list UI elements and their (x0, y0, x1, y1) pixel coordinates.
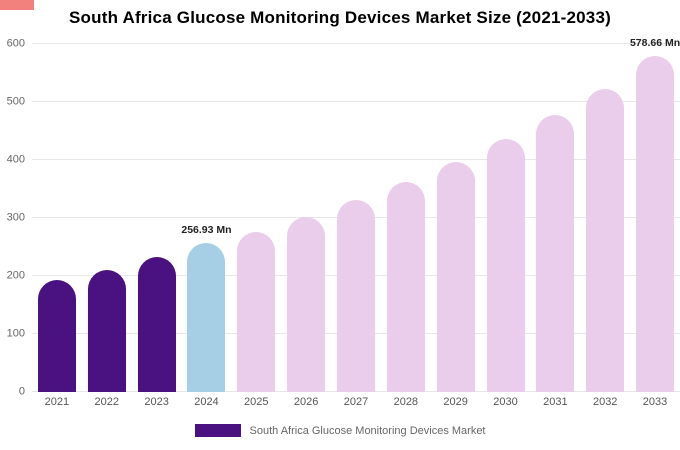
bar-column-2027 (331, 44, 381, 392)
y-tick-label: 500 (6, 95, 25, 108)
bar-column-2028 (381, 44, 431, 392)
bar-value-label-2024: 256.93 Mn (181, 223, 232, 236)
bar-2023 (137, 257, 176, 392)
bar-2026 (287, 216, 326, 392)
bar-column-2025 (231, 44, 281, 392)
bar-column-2026 (281, 44, 331, 392)
gridline (32, 43, 680, 44)
chart-title: South Africa Glucose Monitoring Devices … (69, 8, 611, 27)
gridline (32, 101, 680, 102)
bar-2033 (636, 56, 675, 392)
y-tick-label: 400 (6, 153, 25, 166)
x-tick-label-2033: 2033 (642, 396, 668, 408)
bar-column-2024: 256.93 Mn (181, 44, 232, 392)
bar-2025 (237, 231, 276, 392)
bar-value-label-2033: 578.66 Mn (629, 37, 680, 50)
x-tick-label-2022: 2022 (94, 396, 119, 408)
corner-accent-bar (0, 0, 34, 10)
bar-2029 (436, 161, 475, 392)
gridline (32, 159, 680, 160)
bar-column-2030 (481, 44, 531, 392)
x-tick-label-2029: 2029 (443, 396, 468, 408)
plot-area: 256.93 Mn 578.66 Mn (32, 37, 680, 392)
bar-column-2022 (82, 44, 132, 392)
bar-2032 (586, 88, 625, 392)
legend-label: South Africa Glucose Monitoring Devices … (249, 424, 486, 437)
y-tick-label: 300 (6, 211, 25, 224)
x-tick-label-2028: 2028 (393, 396, 419, 408)
bar-2028 (386, 182, 425, 392)
bar-2030 (486, 139, 525, 392)
bar-column-2031 (530, 44, 580, 392)
y-tick-label: 100 (6, 327, 25, 340)
x-tick-label-2031: 2031 (543, 396, 568, 408)
y-tick-label: 600 (6, 37, 25, 50)
x-tick-label-2027: 2027 (343, 396, 369, 408)
x-tick-label-2030: 2030 (493, 396, 518, 408)
x-tick-label-2023: 2023 (144, 396, 169, 408)
y-axis: 0 100 200 300 400 500 600 (0, 38, 28, 397)
x-tick-label-2021: 2021 (44, 396, 70, 408)
bar-column-2029 (431, 44, 481, 392)
bar-column-2023 (132, 44, 182, 392)
legend-swatch (194, 424, 241, 437)
y-tick-label: 0 (18, 385, 25, 398)
bar-column-2021 (32, 44, 82, 392)
bar-2022 (87, 269, 126, 392)
bar-2021 (37, 280, 76, 392)
x-tick-label-2025: 2025 (244, 396, 269, 408)
y-tick-label: 200 (6, 269, 25, 282)
bar-2024 (187, 242, 226, 392)
bar-column-2033: 578.66 Mn (630, 37, 680, 392)
legend: South Africa Glucose Monitoring Devices … (0, 424, 680, 437)
bar-column-2032 (580, 44, 630, 392)
x-tick-label-2024: 2024 (194, 396, 219, 408)
x-axis: 2021 2022 2023 2024 2025 2026 2027 2028 2029 2030… (32, 396, 680, 408)
x-tick-label-2026: 2026 (293, 396, 319, 408)
bar-2027 (336, 200, 375, 392)
bar-columns: 256.93 Mn 578.66 Mn (32, 37, 680, 392)
x-tick-label-2032: 2032 (592, 396, 618, 408)
bar-2031 (536, 115, 575, 392)
